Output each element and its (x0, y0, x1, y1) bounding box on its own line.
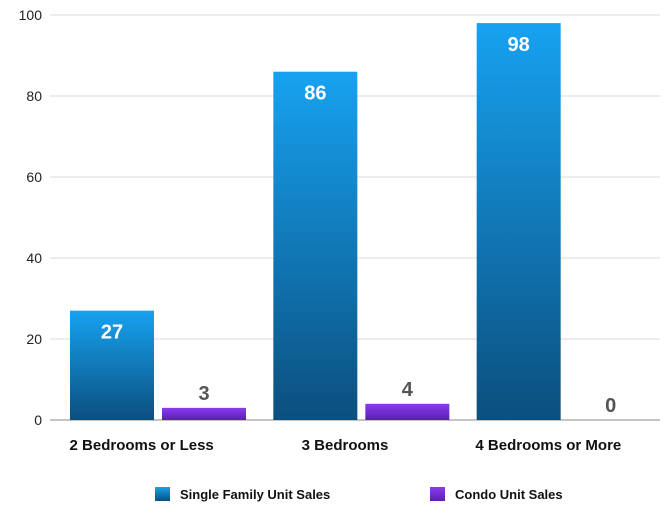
data-label: 3 (198, 383, 209, 405)
y-axis: 0 20 40 60 80 100 (19, 7, 43, 428)
bar-condo (365, 403, 450, 420)
y-tick-label: 60 (26, 169, 42, 185)
y-tick-label: 40 (26, 250, 42, 266)
bars (70, 23, 561, 420)
y-tick-label: 100 (19, 7, 43, 23)
x-category-label: 2 Bedrooms or Less (70, 437, 214, 454)
bar-single-family (273, 71, 358, 420)
data-label: 86 (304, 83, 326, 105)
x-axis: 2 Bedrooms or Less 3 Bedrooms 4 Bedrooms o… (70, 437, 622, 454)
data-label: 27 (101, 322, 123, 344)
x-category-label: 4 Bedrooms or More (475, 437, 621, 454)
legend: Single Family Unit Sales Condo Unit Sales (155, 487, 563, 502)
bar-single-family (476, 23, 561, 420)
bar-single-family (70, 310, 154, 420)
data-label: 98 (508, 34, 530, 56)
legend-swatch (155, 487, 170, 501)
data-label: 4 (402, 379, 414, 401)
legend-label: Single Family Unit Sales (180, 487, 330, 502)
legend-label: Condo Unit Sales (455, 487, 563, 502)
y-tick-label: 20 (26, 331, 42, 347)
data-labels: 27 3 86 4 98 0 (101, 34, 616, 417)
y-tick-label: 80 (26, 88, 42, 104)
y-tick-label: 0 (34, 412, 42, 428)
legend-swatch (430, 487, 445, 501)
data-label: 0 (605, 395, 616, 417)
bar-condo (162, 407, 246, 420)
x-category-label: 3 Bedrooms (302, 437, 389, 454)
